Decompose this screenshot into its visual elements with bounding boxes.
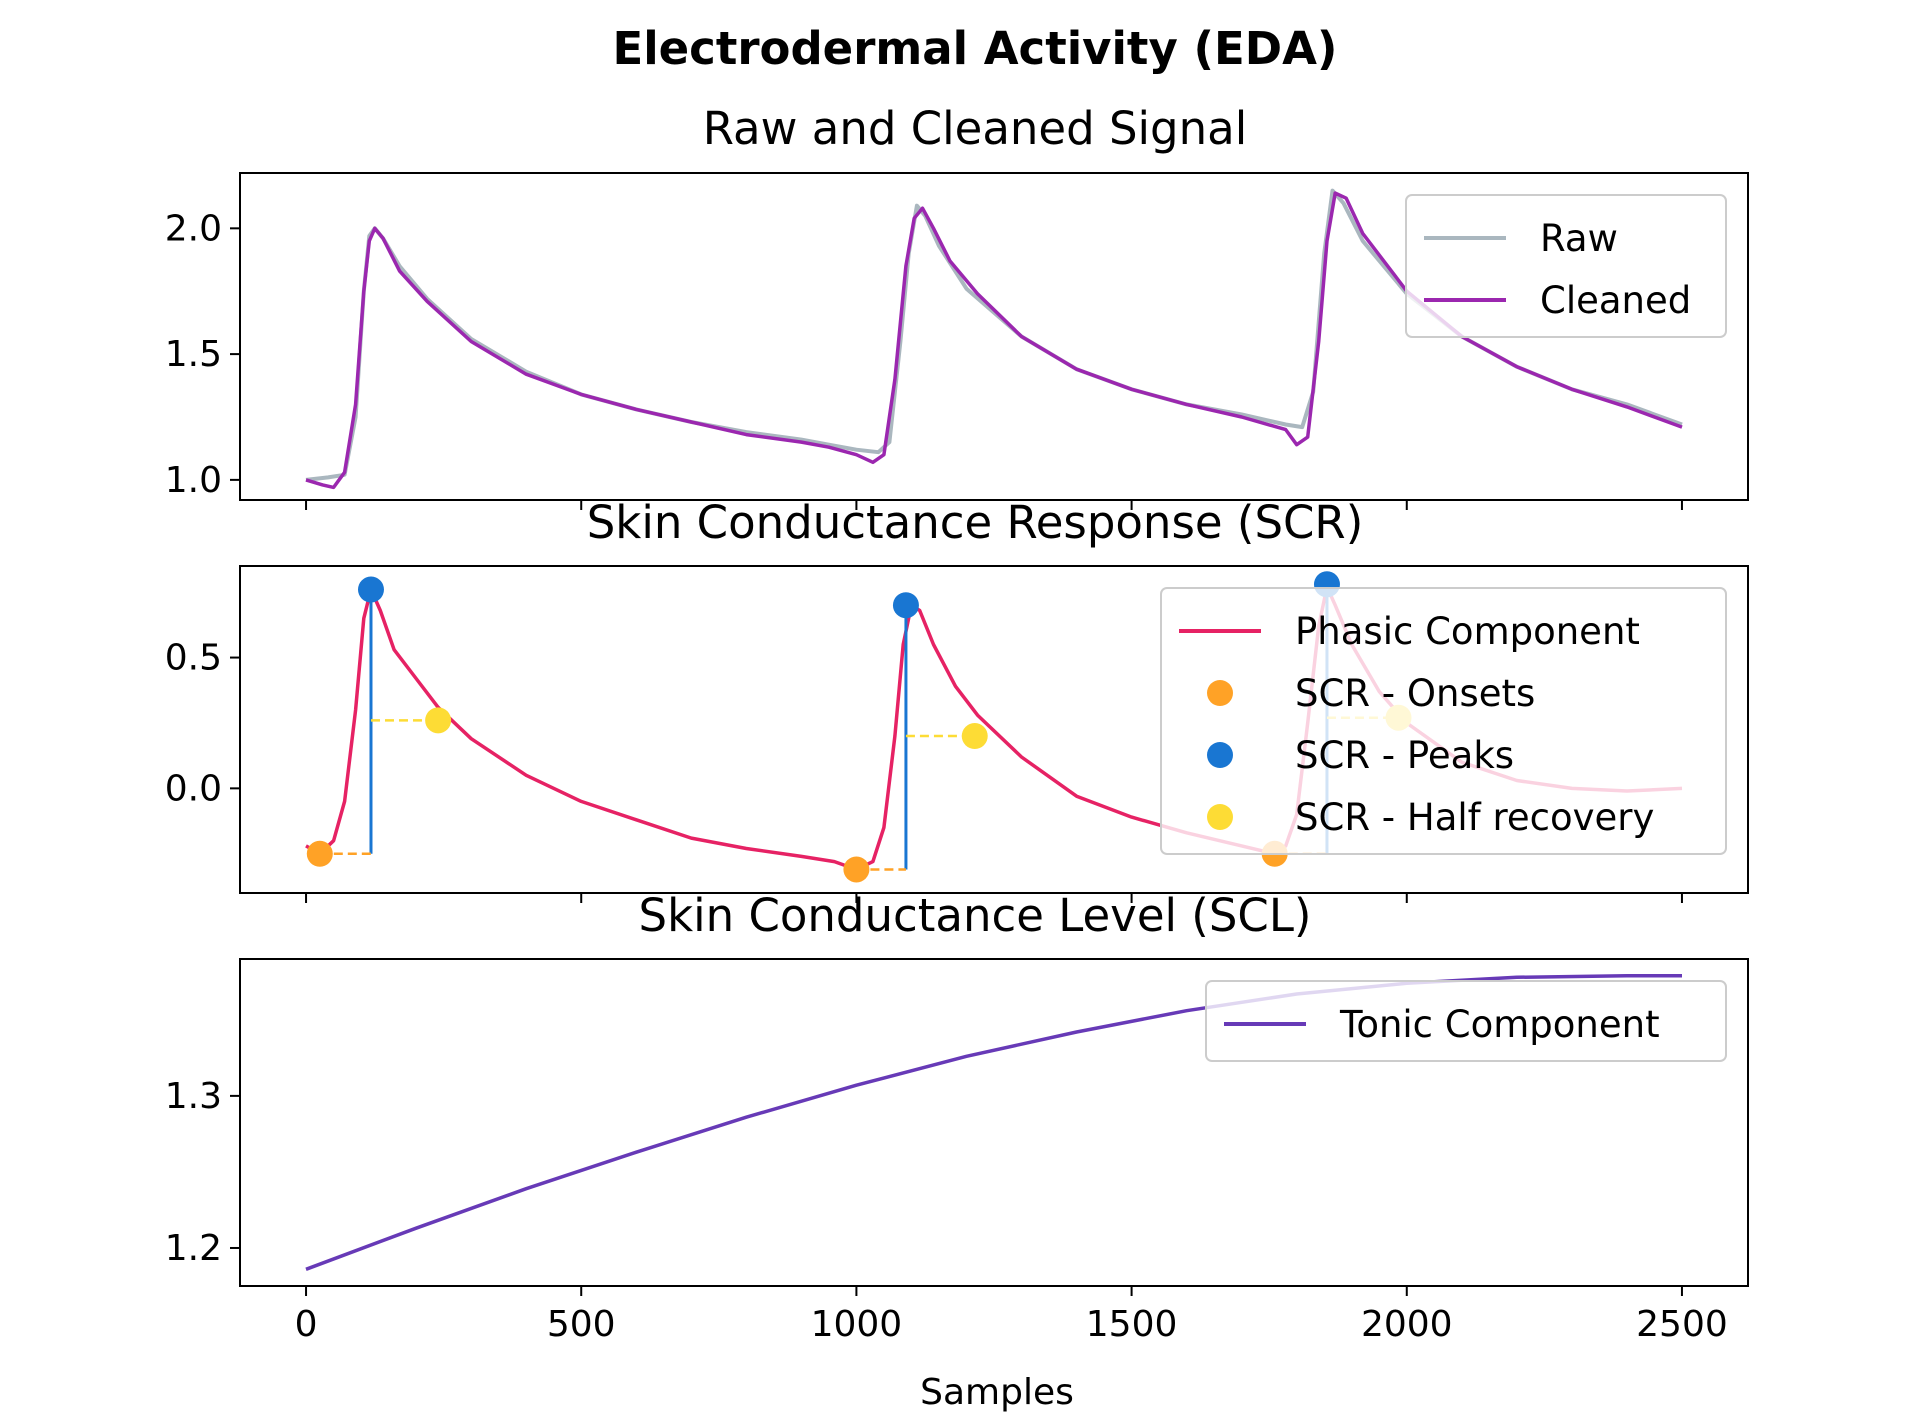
scr-peak-point — [892, 592, 919, 619]
x-tick-label: 1000 — [811, 1304, 903, 1345]
legend-label: SCR - Onsets — [1295, 672, 1535, 715]
legend-label: Cleaned — [1540, 279, 1691, 322]
raw-cleaned-panel: Raw and Cleaned Signal 1.0 1.5 2.0 Raw Clea… — [165, 102, 1749, 510]
scr-half-recovery-point — [425, 707, 452, 734]
y-tick-label: 1.0 — [165, 460, 222, 501]
legend-label: SCR - Half recovery — [1295, 796, 1654, 839]
y-tick-label: 1.3 — [165, 1076, 222, 1117]
y-tick-label: 0.5 — [165, 638, 222, 679]
legend-label: Tonic Component — [1339, 1003, 1660, 1046]
figure-suptitle: Electrodermal Activity (EDA) — [612, 22, 1337, 75]
series-line-tonic-component — [305, 973, 1682, 1271]
x-axis-label: Samples — [920, 1372, 1074, 1413]
panel-title-scl: Skin Conductance Level (SCL) — [639, 889, 1312, 942]
scr-onset-point — [306, 840, 333, 867]
legend-label: Phasic Component — [1295, 610, 1640, 653]
legend-swatch — [1207, 680, 1233, 706]
legend-box — [1205, 980, 1727, 1062]
x-tick-label: 2500 — [1636, 1304, 1728, 1345]
legend-label: Raw — [1540, 217, 1618, 260]
legend-label: SCR - Peaks — [1295, 734, 1514, 777]
axes-frame-raw-cleaned — [239, 172, 1749, 501]
x-tick-label: 0 — [295, 1304, 318, 1345]
x-tick-label: 1500 — [1086, 1304, 1178, 1345]
x-tick-label: 500 — [547, 1304, 616, 1345]
legend-swatch — [1207, 742, 1233, 768]
y-tick-label: 0.0 — [165, 768, 222, 809]
scl-panel: 1.2 1.3 0 500 1000 1500 2000 2500 Skin Conducta… — [165, 889, 1749, 1413]
legend-swatch — [1207, 804, 1233, 830]
scr-onset-point — [843, 856, 870, 883]
axes-frame-scl — [239, 958, 1749, 1287]
panel-title-raw-cleaned: Raw and Cleaned Signal — [703, 102, 1247, 155]
panel-title-scr: Skin Conductance Response (SCR) — [587, 496, 1364, 549]
y-tick-label: 2.0 — [165, 208, 222, 249]
axes-frame-scr — [239, 565, 1749, 894]
scr-panel: 0.0 0.5 Skin Conductance Response (SCR) P… — [165, 496, 1749, 903]
y-tick-label: 1.2 — [165, 1228, 222, 1269]
x-tick-label: 2000 — [1361, 1304, 1453, 1345]
y-tick-label: 1.5 — [165, 334, 222, 375]
scr-half-recovery-point — [961, 723, 988, 750]
scr-peak-point — [357, 576, 384, 603]
legend-box — [1160, 587, 1727, 855]
series-line-cleaned — [305, 191, 1683, 490]
